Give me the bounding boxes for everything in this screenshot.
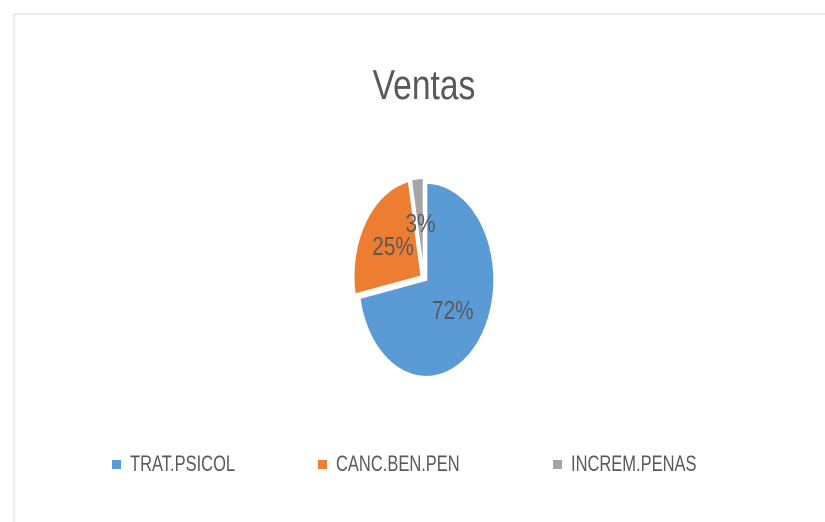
legend-swatch	[553, 460, 562, 469]
legend-label: INCREM.PENAS	[571, 452, 697, 477]
data-label: 72%	[432, 296, 474, 325]
chart-title: Ventas	[373, 63, 476, 109]
data-label: 3%	[405, 209, 435, 238]
pie-slice	[409, 177, 425, 276]
legend-label: TRAT.PSICOL	[130, 452, 235, 477]
legend-label: CANC.BEN.PEN	[336, 452, 460, 477]
legend-swatch	[318, 460, 327, 469]
pie-slice	[352, 179, 423, 296]
data-label: 25%	[372, 232, 414, 261]
legend-swatch	[112, 460, 121, 469]
pie-slice	[358, 181, 496, 378]
